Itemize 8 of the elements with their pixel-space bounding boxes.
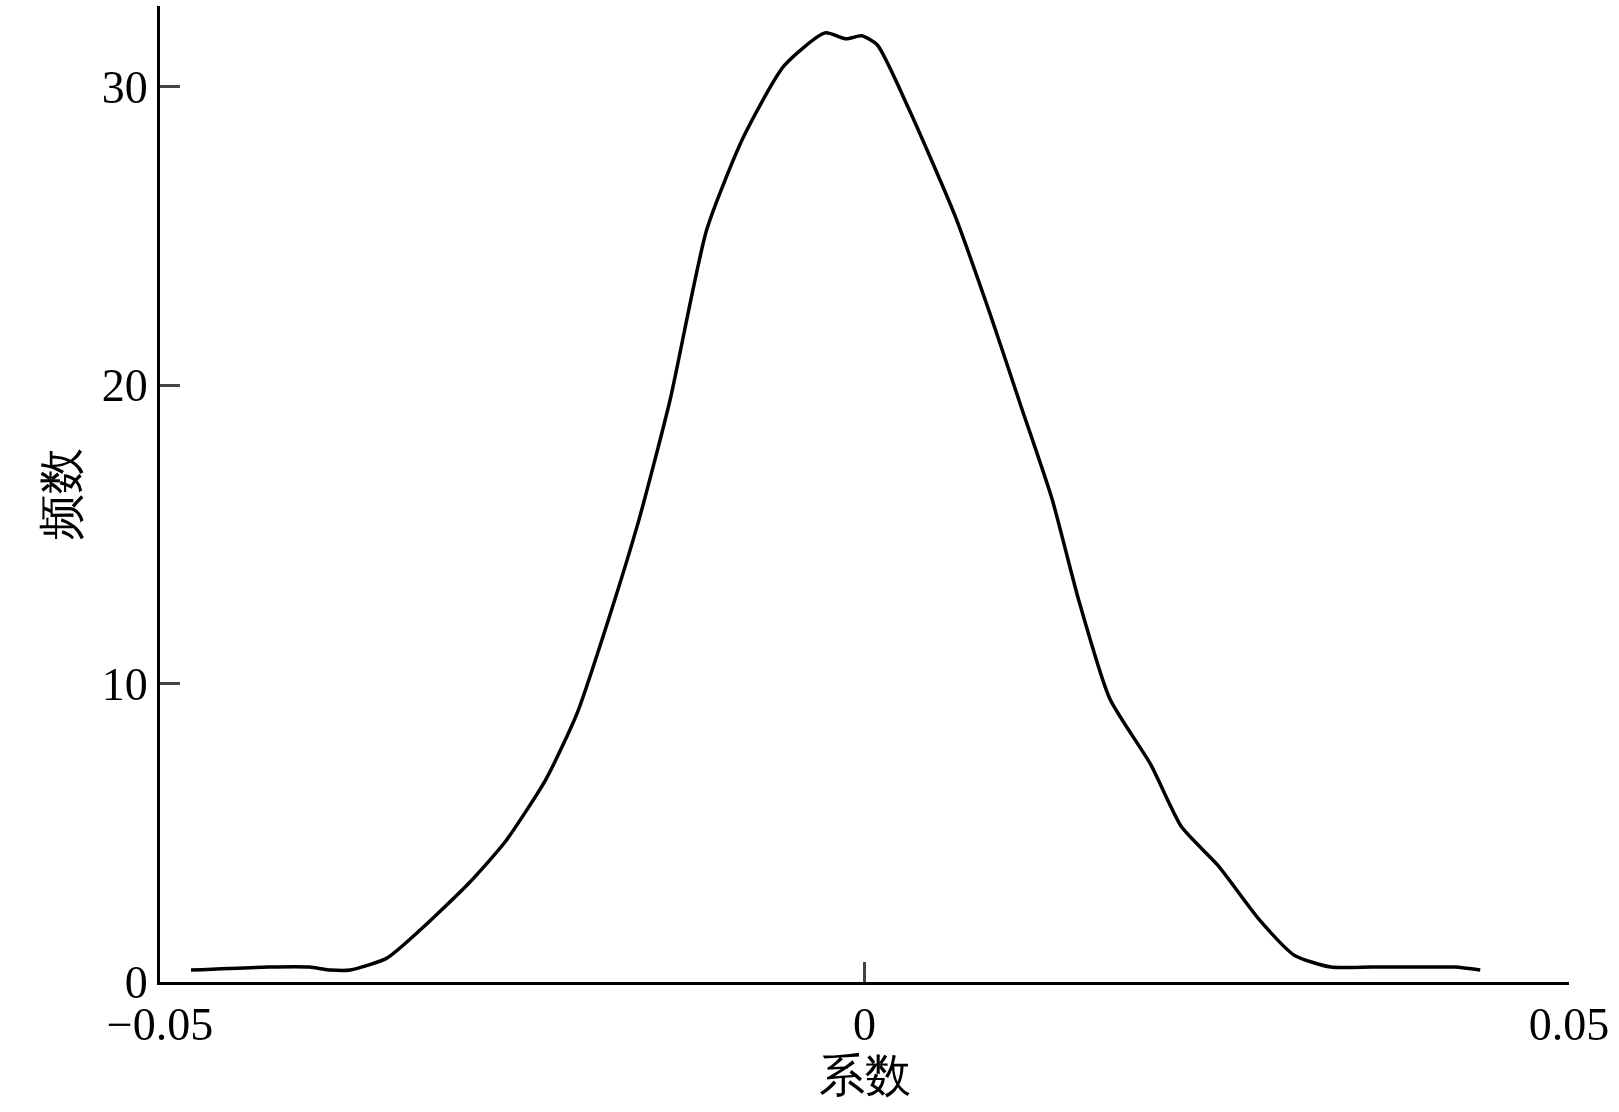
y-tick-label: 30 [101, 61, 148, 113]
y-tick-label: 10 [101, 658, 148, 710]
x-tick-label: 0 [853, 999, 876, 1051]
y-axis-title: 频数 [36, 448, 88, 540]
x-axis-title: 系数 [818, 1050, 911, 1102]
line-series [189, 31, 1482, 972]
y-tick-label: 20 [101, 360, 148, 412]
x-tick-label: 0.05 [1528, 999, 1610, 1051]
